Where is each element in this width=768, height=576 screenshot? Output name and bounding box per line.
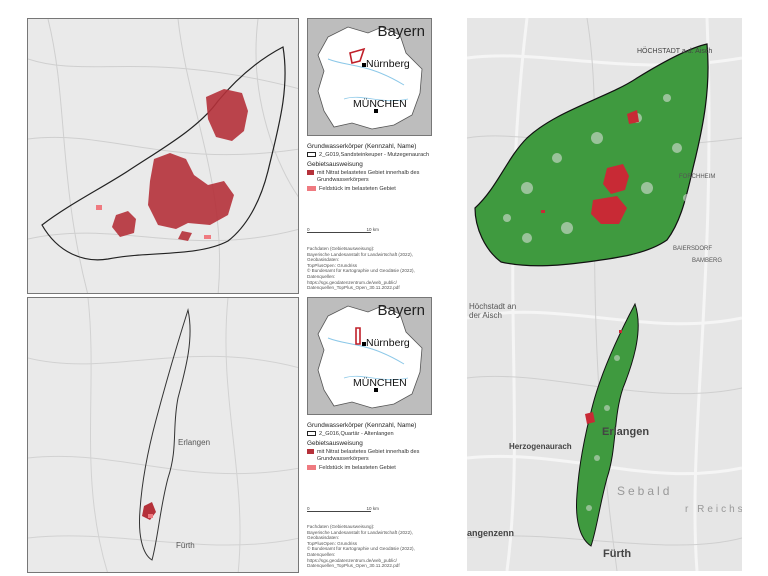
bavaria-outline [317, 26, 423, 130]
top-left-map-canvas [28, 19, 298, 293]
top-left-map[interactable] [27, 18, 299, 294]
source-line: © Bundesamt für Kartographie und Geodäsi… [307, 268, 415, 274]
bavaria-inset-top: Bayern Nürnberg MÜNCHEN [307, 18, 432, 136]
source-line: Datenquellen: [307, 273, 336, 279]
map-label-baiersdorf: BAIERSDORF [673, 246, 713, 252]
bavaria-inset-top-canvas [317, 26, 423, 130]
field-swatch [307, 186, 316, 191]
inset-title: Bayern [377, 302, 425, 319]
bottom-groundwater-outline [576, 302, 639, 547]
city-label-muenchen: MÜNCHEN [353, 98, 407, 110]
scale-start: 0 [307, 506, 310, 511]
legend-boundary-label: 2_G019,Sandsteinkeuper - Mutzegenaurach [319, 152, 430, 158]
map-label-hoechstadt-mid: Höchstadt an der Aisch [469, 302, 517, 320]
bottom-sources: Fachdaten (Gebietsausweisung): Bayerisch… [307, 524, 433, 569]
bottom-scale-bar: 0 10 km [307, 506, 379, 513]
bottom-left-map-canvas [28, 298, 298, 572]
source-line: Datenquellen_TopPlus_Open_30.11.2022.pdf [307, 285, 400, 291]
scale-start: 0 [307, 227, 310, 232]
map-label-fuerth: Fürth [603, 548, 632, 560]
legend-row-nitrate: mit Nitrat belastetes Gebiet innerhalb d… [307, 449, 435, 463]
legend-field-label: Feldstück im belasteten Gebiet [319, 465, 396, 471]
groundwater-body-outline [41, 46, 286, 261]
city-label-muenchen: MÜNCHEN [353, 377, 407, 389]
right-map-canvas [467, 18, 742, 571]
legend-row-nitrate: mit Nitrat belastetes Gebiet innerhalb d… [307, 170, 435, 184]
map-label-bamberg: BAMBERG [692, 258, 723, 264]
boundary-swatch [307, 431, 316, 436]
map-label-fuerth: Fürth [176, 541, 195, 550]
source-line: Fachdaten (Gebietsausweisung): [307, 524, 375, 529]
bavaria-inset-bottom: Bayern Nürnberg MÜNCHEN [307, 297, 432, 415]
legend-row-boundary: 2_G016,Quartär - Altenlangen [307, 431, 435, 438]
top-legend: Grundwasserkörper (Kennzahl, Name) 2_G01… [307, 141, 435, 193]
study-area-marker [355, 327, 361, 345]
legend-boundary-label: 2_G016,Quartär - Altenlangen [319, 431, 394, 437]
source-line: Geobasisdaten: [307, 257, 340, 263]
map-label-erlangen: Erlangen [602, 426, 650, 438]
source-line: Bayerische Landesanstalt für Landwirtsch… [307, 529, 413, 535]
map-label-forchheim: FORCHHEIM [679, 174, 716, 180]
scale-end: 10 km [366, 506, 379, 511]
map-label-reichswald: r Reichsw [685, 504, 742, 515]
nitrate-swatch [307, 449, 314, 454]
legend-heading: Grundwasserkörper (Kennzahl, Name) [307, 422, 417, 429]
bavaria-inset-bottom-canvas [317, 305, 423, 409]
scale-end: 10 km [366, 227, 379, 232]
bottom-legend: Grundwasserkörper (Kennzahl, Name) 2_G01… [307, 420, 435, 472]
field-swatch [307, 465, 316, 470]
source-line: TopPlusOpen: Grundriss [307, 540, 358, 546]
bottom-left-map[interactable]: Erlangen Fürth [27, 297, 299, 573]
source-line: https://sgx.geodatenzentrum.de/web_publi… [307, 279, 397, 285]
bottom-nitrate-fields [585, 330, 622, 424]
source-line: TopPlusOpen: Grundriss [307, 262, 358, 268]
legend-heading: Grundwasserkörper (Kennzahl, Name) [307, 143, 417, 150]
map-label-hoechstadt-top: HÖCHSTADT a.d. Aisch [637, 48, 713, 55]
source-line: Fachdaten (Gebietsausweisung): [307, 246, 375, 251]
source-line: Geobasisdaten: [307, 535, 340, 541]
bavaria-outline [317, 305, 423, 409]
legend-area-heading: Gebietsausweisung [307, 161, 363, 168]
right-map[interactable]: HÖCHSTADT a.d. Aisch FORCHHEIM BAIERSDOR… [467, 18, 742, 571]
map-label-erlangen: Erlangen [178, 438, 211, 447]
inset-title: Bayern [377, 23, 425, 40]
top-sources: Fachdaten (Gebietsausweisung): Bayerisch… [307, 246, 433, 291]
map-label-herzogenaurach: Herzogenaurach [509, 442, 572, 451]
map-label-sebald: Sebald [617, 484, 673, 498]
map-label-langenzenn: angenzenn [467, 528, 515, 538]
legend-row-field: Feldstück im belasteten Gebiet [307, 186, 435, 193]
top-field-texture [503, 94, 691, 243]
city-label-nuernberg: Nürnberg [366, 337, 410, 349]
legend-nitrate-label: mit Nitrat belastetes Gebiet innerhalb d… [316, 449, 420, 462]
source-line: Datenquellen: [307, 551, 336, 557]
boundary-swatch [307, 152, 316, 157]
source-line: © Bundesamt für Kartographie und Geodäsi… [307, 546, 415, 552]
nitrate-swatch [307, 170, 314, 175]
legend-field-label: Feldstück im belasteten Gebiet [319, 186, 396, 192]
bottom-field-texture [586, 355, 620, 511]
legend-area-heading: Gebietsausweisung [307, 440, 363, 447]
source-line: Datenquellen_TopPlus_Open_30.11.2022.pdf [307, 563, 400, 569]
top-groundwater-outline [474, 43, 709, 267]
legend-nitrate-label: mit Nitrat belastetes Gebiet innerhalb d… [316, 170, 420, 183]
top-nitrate-fields [541, 110, 639, 224]
groundwater-body-outline [139, 308, 191, 561]
source-line: https://sgx.geodatenzentrum.de/web_publi… [307, 557, 397, 563]
nitrate-areas [112, 89, 248, 241]
legend-row-boundary: 2_G019,Sandsteinkeuper - Mutzegenaurach [307, 152, 435, 159]
study-area-marker [349, 47, 366, 64]
top-scale-bar: 0 10 km [307, 227, 379, 234]
legend-row-field: Feldstück im belasteten Gebiet [307, 465, 435, 472]
source-line: Bayerische Landesanstalt für Landwirtsch… [307, 251, 413, 257]
city-label-nuernberg: Nürnberg [366, 58, 410, 70]
